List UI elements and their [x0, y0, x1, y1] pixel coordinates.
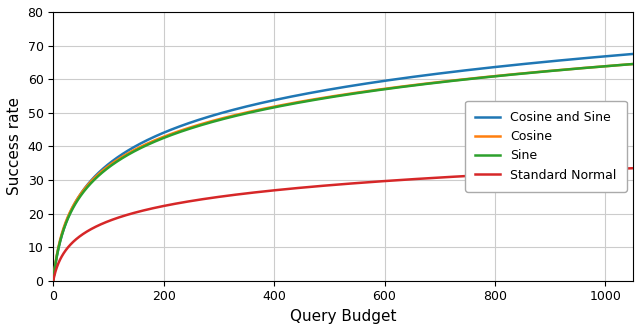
Cosine — [297, 100, 305, 104]
Cosine — [150, 139, 157, 143]
Sine — [618, 63, 625, 67]
Line: Cosine and Sine: Cosine and Sine — [53, 54, 633, 281]
Standard Normal — [618, 167, 625, 171]
X-axis label: Query Budget: Query Budget — [290, 309, 396, 324]
Cosine and Sine — [297, 93, 305, 97]
Legend: Cosine and Sine, Cosine, Sine, Standard Normal: Cosine and Sine, Cosine, Sine, Standard … — [465, 101, 627, 192]
Cosine — [556, 68, 563, 72]
Cosine and Sine — [556, 59, 563, 63]
Line: Sine: Sine — [53, 64, 633, 281]
Sine — [629, 62, 637, 66]
Standard Normal — [115, 215, 123, 219]
Standard Normal — [150, 206, 157, 210]
Cosine and Sine — [618, 53, 625, 57]
Cosine and Sine — [272, 98, 280, 102]
Cosine — [115, 157, 123, 161]
Sine — [272, 105, 280, 109]
Standard Normal — [49, 279, 57, 283]
Standard Normal — [556, 169, 563, 173]
Sine — [49, 279, 57, 283]
Cosine and Sine — [150, 135, 157, 139]
Line: Standard Normal: Standard Normal — [53, 168, 633, 281]
Cosine — [49, 279, 57, 283]
Standard Normal — [272, 188, 280, 192]
Y-axis label: Success rate: Success rate — [7, 97, 22, 195]
Line: Cosine: Cosine — [53, 64, 633, 281]
Sine — [150, 140, 157, 144]
Cosine and Sine — [49, 279, 57, 283]
Cosine — [272, 104, 280, 108]
Cosine — [618, 63, 625, 67]
Cosine and Sine — [629, 52, 637, 56]
Sine — [556, 68, 563, 72]
Sine — [297, 100, 305, 104]
Sine — [115, 158, 123, 162]
Standard Normal — [297, 186, 305, 190]
Cosine and Sine — [115, 154, 123, 158]
Cosine — [629, 62, 637, 66]
Standard Normal — [629, 166, 637, 170]
